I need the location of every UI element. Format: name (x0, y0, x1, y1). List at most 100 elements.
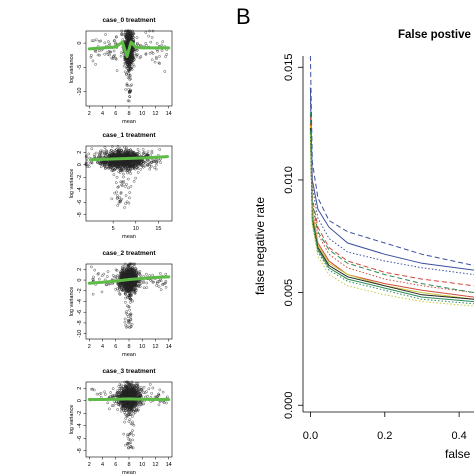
scatter-point (93, 155, 96, 158)
series-line-1 (309, 87, 474, 271)
series-line-10 (309, 132, 474, 305)
scatter-point (127, 149, 130, 153)
scatter-point (150, 36, 154, 39)
scatter-point (123, 206, 126, 209)
scatter-point (120, 197, 124, 201)
scatter-point (123, 286, 126, 290)
scatter-point (115, 175, 119, 179)
scatter-point (126, 393, 130, 397)
scatter-point (94, 151, 98, 155)
scatter-point (126, 415, 129, 418)
scatter-point (138, 56, 142, 60)
x-tick-label: 0.4 (451, 430, 466, 442)
scatter-point (136, 382, 139, 385)
scatter-point (144, 160, 148, 164)
scatter-point (118, 270, 122, 274)
scatter-point (121, 267, 124, 271)
scatter-point (124, 300, 127, 304)
scatter-point (128, 63, 132, 66)
scatter-point (104, 283, 108, 287)
scatter-point (130, 392, 134, 396)
scatter-point (131, 401, 135, 404)
trend-line (87, 40, 171, 59)
scatter-point (115, 69, 119, 72)
scatter-point (124, 34, 128, 38)
scatter-point (104, 154, 107, 158)
scatter-point (151, 29, 155, 33)
scatter-point (137, 280, 140, 283)
x-tick-label: 15 (155, 226, 161, 232)
scatter-point (126, 84, 129, 87)
scatter-point (134, 176, 137, 180)
scatter-point (120, 401, 124, 404)
scatter-point (117, 286, 121, 290)
scatter-point (112, 39, 116, 43)
scatter-point (145, 281, 149, 285)
scatter-point (131, 446, 135, 450)
scatter-point (122, 153, 126, 157)
series-line-0 (309, 55, 474, 266)
scatter-point (126, 435, 130, 439)
scatter-point (114, 153, 117, 157)
scatter-point (141, 162, 145, 165)
scatter-point (96, 160, 99, 164)
scatter-point (127, 88, 130, 91)
scatter-point (128, 418, 132, 421)
scatter-point (132, 287, 135, 291)
scatter-point (132, 151, 135, 154)
scatter-point (131, 31, 134, 35)
y-tick-label: -2 (77, 411, 83, 416)
scatter-point (115, 394, 118, 398)
scatter-point (126, 442, 129, 446)
scatter-title: case_3 treatment (102, 368, 156, 375)
scatter-point (165, 401, 168, 405)
scatter-point (146, 150, 150, 154)
scatter-point (121, 161, 125, 165)
scatter-point (99, 39, 103, 43)
scatter-point (154, 163, 158, 167)
scatter-point (115, 197, 119, 200)
scatter-point (103, 41, 107, 45)
scatter-point (106, 270, 110, 273)
x-tick-label: 4 (101, 462, 104, 468)
scatter-point (117, 385, 121, 388)
y-tick-label: 0.005 (283, 279, 295, 307)
scatter-point (111, 145, 114, 148)
y-tick-label: -6 (77, 310, 83, 315)
scatter-point (122, 175, 125, 179)
scatter-point (126, 380, 130, 384)
scatter-point (118, 166, 121, 170)
scatter-point (116, 144, 120, 148)
scatter-point (111, 169, 115, 173)
scatter-point (94, 62, 97, 66)
scatter-point (129, 389, 133, 392)
scatter-point (162, 401, 166, 404)
scatter-point (90, 147, 94, 151)
scatter-point (127, 69, 131, 73)
scatter-point (109, 151, 112, 155)
scatter-point (165, 53, 169, 56)
x-tick-label: 0.0 (303, 430, 318, 442)
scatter-point (131, 433, 135, 437)
scatter-point (129, 172, 132, 175)
scatter-point (123, 149, 127, 153)
scatter-point (130, 380, 134, 384)
scatter-point (97, 39, 101, 43)
scatter-point (130, 292, 133, 295)
scatter-point (135, 288, 138, 292)
scatter-point (100, 163, 104, 167)
scatter-point (129, 54, 133, 57)
scatter-point (131, 53, 135, 56)
scatter-point (126, 171, 129, 175)
scatter-point (123, 268, 127, 272)
scatter-point (105, 161, 109, 165)
scatter-point (117, 393, 121, 396)
scatter-point (164, 55, 167, 58)
scatter-point (132, 179, 136, 183)
series-line-7 (309, 125, 474, 300)
scatter-point (155, 284, 158, 287)
x-tick-label: 14 (166, 462, 172, 468)
scatter-point (122, 283, 126, 287)
scatter-point (135, 403, 139, 407)
scatter-point (97, 49, 101, 53)
